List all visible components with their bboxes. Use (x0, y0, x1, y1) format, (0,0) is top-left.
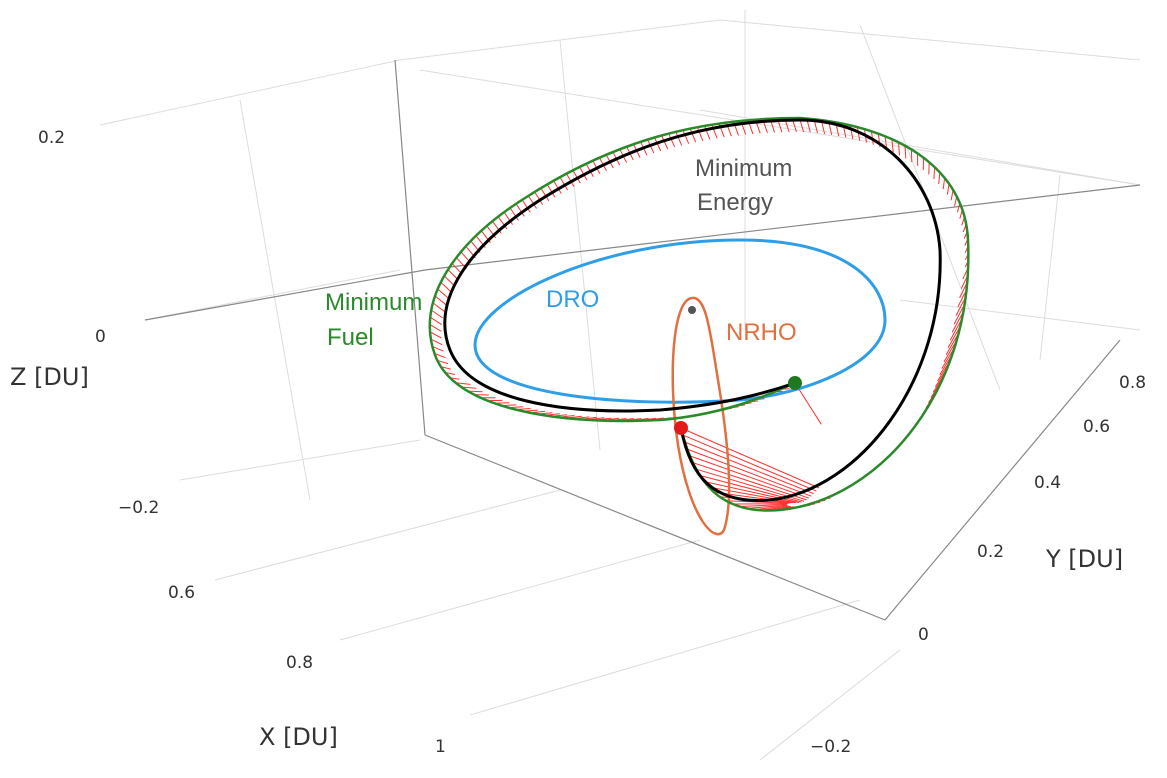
y-tick-5: 0 (918, 625, 929, 645)
thrust-vector (682, 434, 817, 492)
label-min-fuel-1: Minimum (325, 289, 422, 316)
thrust-vector (503, 211, 514, 225)
z-tick-1: 0.2 (38, 128, 65, 148)
marker-arrival (788, 376, 802, 390)
thrust-vector (455, 382, 471, 385)
z-tick-3: −0.2 (118, 498, 159, 518)
thrust-vector (527, 195, 537, 209)
marker-departure (674, 421, 688, 435)
thrust-vector (856, 127, 861, 141)
thrust-vector (434, 295, 447, 306)
thrust-vector (668, 133, 676, 148)
thrust-vector (443, 275, 456, 287)
thrust-vector (429, 324, 442, 332)
thrust-vector (430, 338, 443, 346)
series-dro (473, 238, 887, 404)
thrust-vector (696, 126, 704, 141)
thrust-vector (432, 345, 444, 352)
thrust-vector (704, 125, 711, 140)
thrust-vector (565, 173, 575, 187)
x-axis-title: X [DU] (259, 723, 338, 751)
thrust-vector (572, 170, 581, 184)
thrust-vector (515, 203, 525, 217)
label-nrho: NRHO (726, 319, 797, 346)
label-min-energy-1: Minimum (695, 155, 792, 182)
thrust-vector (708, 486, 797, 504)
z-axis-title: Z [DU] (10, 363, 89, 391)
x-tick-1: 0.6 (168, 583, 195, 603)
thrust-vector (904, 145, 907, 159)
thrust-vector (684, 441, 814, 495)
y-tick-1: 0.8 (1119, 373, 1146, 393)
label-min-energy-2: Energy (697, 189, 773, 216)
thrust-vector (437, 359, 449, 365)
thrust-vector (661, 135, 669, 150)
label-dro: DRO (546, 286, 599, 313)
thrust-vector (689, 128, 697, 143)
y-tick-4: 0.2 (977, 542, 1004, 562)
thrust-vector (509, 207, 519, 221)
thrust-vector (953, 304, 966, 325)
x-tick-3: 1 (435, 737, 446, 757)
thrust-vector (437, 288, 449, 299)
thrust-vector (746, 504, 788, 509)
thrust-vector (429, 331, 442, 339)
label-min-fuel-2: Fuel (327, 324, 374, 351)
thrust-vector (680, 427, 820, 489)
y-tick-6: −0.2 (810, 737, 851, 757)
thrust-vector (950, 189, 954, 201)
thrust-vector (687, 448, 812, 497)
series-nrho (671, 296, 731, 536)
thrust-vector (431, 309, 443, 319)
axis-frame (144, 59, 1141, 621)
thrust-vector (430, 316, 442, 326)
x-tick-2: 0.8 (286, 653, 313, 673)
thrust-vector (938, 172, 941, 184)
thrust-vector (891, 139, 894, 153)
thrust-vector (692, 462, 807, 501)
thrust-vector (898, 142, 900, 156)
thrust-vector (739, 503, 788, 507)
thrust-vector (689, 455, 810, 499)
y-tick-3: 0.4 (1034, 473, 1061, 493)
thrust-vector (942, 177, 946, 190)
thrust-vector (440, 282, 452, 293)
y-tick-2: 0.6 (1083, 417, 1110, 437)
y-axis-title: Y [DU] (1045, 545, 1123, 573)
thrust-vector (461, 386, 477, 389)
z-tick-2: 0 (95, 327, 106, 347)
thrust-vector (559, 176, 569, 191)
series-min-energy (443, 118, 942, 503)
thrust-vector (521, 199, 531, 213)
grid-lines (99, 10, 1141, 761)
series-min-fuel (428, 116, 970, 512)
thrust-vector (933, 167, 936, 180)
thrust-vector (546, 184, 556, 198)
thrust-vector (946, 183, 950, 195)
thrust-vector (434, 353, 446, 359)
thrust-vector (682, 129, 690, 144)
marker-moon (688, 306, 696, 314)
thrust-vector (540, 187, 550, 202)
thrust-vector (534, 191, 544, 205)
thrust-vector (675, 131, 683, 146)
thrust-vector (432, 302, 445, 312)
thrust-vector (553, 180, 562, 194)
